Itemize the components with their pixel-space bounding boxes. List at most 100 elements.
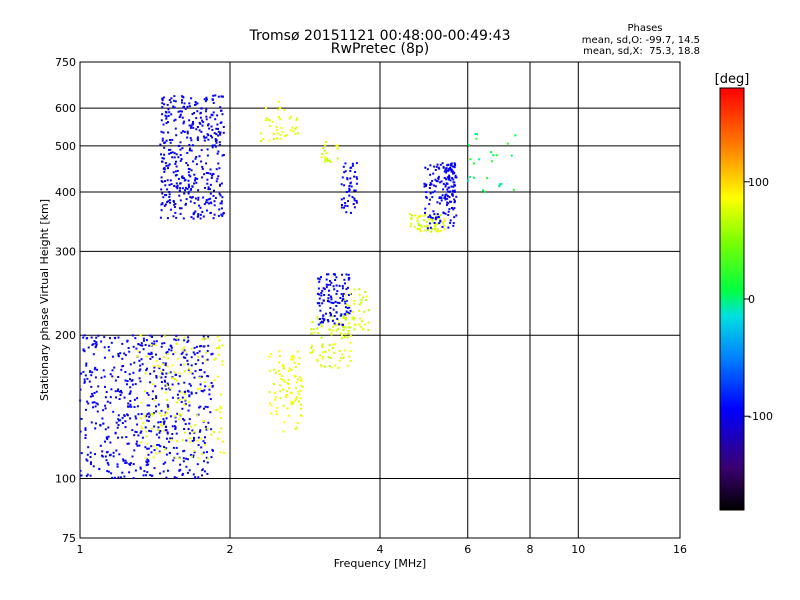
data-point <box>324 144 327 147</box>
data-point <box>447 169 450 172</box>
data-point <box>174 420 177 423</box>
data-point <box>169 208 172 211</box>
data-point <box>87 446 90 449</box>
data-point <box>320 156 323 159</box>
data-point <box>201 167 204 170</box>
data-point <box>348 185 351 187</box>
data-point <box>222 131 225 134</box>
data-point <box>150 352 153 355</box>
data-point <box>213 132 216 135</box>
data-point <box>166 201 169 204</box>
data-point <box>169 101 172 104</box>
data-point <box>278 361 281 364</box>
data-point <box>287 378 290 381</box>
data-point <box>222 440 224 443</box>
data-point <box>294 133 297 135</box>
data-point <box>135 431 138 434</box>
data-point <box>211 385 214 388</box>
data-point <box>213 379 216 382</box>
data-point <box>183 346 185 349</box>
data-point <box>278 355 281 357</box>
data-point <box>175 334 178 337</box>
data-point <box>414 214 417 217</box>
data-point <box>430 183 433 186</box>
data-point <box>451 165 454 168</box>
data-point <box>194 101 197 103</box>
data-point <box>179 187 182 190</box>
data-point <box>189 196 192 199</box>
data-point <box>187 336 190 339</box>
data-point <box>355 176 358 179</box>
data-point <box>188 432 191 435</box>
data-point <box>319 321 322 324</box>
data-point <box>163 379 166 382</box>
x-tick-label: 4 <box>377 543 384 556</box>
data-point <box>179 154 182 156</box>
data-point <box>169 148 172 151</box>
data-point <box>194 363 197 365</box>
data-point <box>358 288 361 291</box>
data-point <box>212 217 215 220</box>
data-point <box>322 147 325 150</box>
data-point <box>124 426 127 429</box>
data-point <box>204 443 207 446</box>
data-point <box>167 408 170 411</box>
data-point <box>209 212 212 214</box>
data-point <box>490 151 493 154</box>
data-point <box>437 177 440 180</box>
data-point <box>131 383 134 386</box>
data-point <box>172 215 175 218</box>
data-point <box>200 368 203 371</box>
data-point <box>200 149 203 152</box>
data-point <box>201 210 204 213</box>
data-point <box>221 344 224 347</box>
data-point <box>428 187 431 189</box>
data-point <box>165 122 168 125</box>
data-point <box>191 429 194 432</box>
data-point <box>206 375 209 377</box>
data-point <box>297 390 300 393</box>
data-point <box>506 142 509 145</box>
data-point <box>295 386 297 389</box>
data-point <box>442 222 445 225</box>
data-point <box>195 392 198 395</box>
data-point <box>446 164 449 167</box>
data-point <box>336 145 339 148</box>
data-point <box>295 119 298 121</box>
data-point <box>327 356 330 359</box>
data-point <box>111 355 114 358</box>
data-point <box>166 351 169 353</box>
data-point <box>179 199 182 202</box>
data-point <box>279 389 282 392</box>
data-point <box>167 164 170 167</box>
data-point <box>355 200 358 202</box>
data-point <box>217 162 220 165</box>
data-point <box>321 356 324 358</box>
data-point <box>133 449 136 452</box>
data-point <box>186 136 189 139</box>
data-point <box>362 296 365 299</box>
data-point <box>175 182 178 185</box>
data-point <box>93 392 96 394</box>
data-point <box>132 345 135 348</box>
data-point <box>344 170 347 173</box>
data-point <box>299 389 302 392</box>
data-point <box>168 111 171 114</box>
data-point <box>187 192 190 195</box>
data-point <box>453 166 456 169</box>
data-point <box>155 376 158 379</box>
data-point <box>320 292 323 294</box>
data-point <box>317 287 320 290</box>
data-point <box>360 298 363 301</box>
data-point <box>361 320 364 323</box>
data-point <box>206 451 208 454</box>
data-point <box>439 163 442 166</box>
grid-lines <box>80 62 680 538</box>
data-point <box>341 285 344 288</box>
data-point <box>447 177 450 180</box>
data-point <box>159 143 162 146</box>
data-point <box>113 366 116 369</box>
data-point <box>162 421 165 424</box>
data-point <box>278 350 281 353</box>
data-point <box>160 414 163 417</box>
